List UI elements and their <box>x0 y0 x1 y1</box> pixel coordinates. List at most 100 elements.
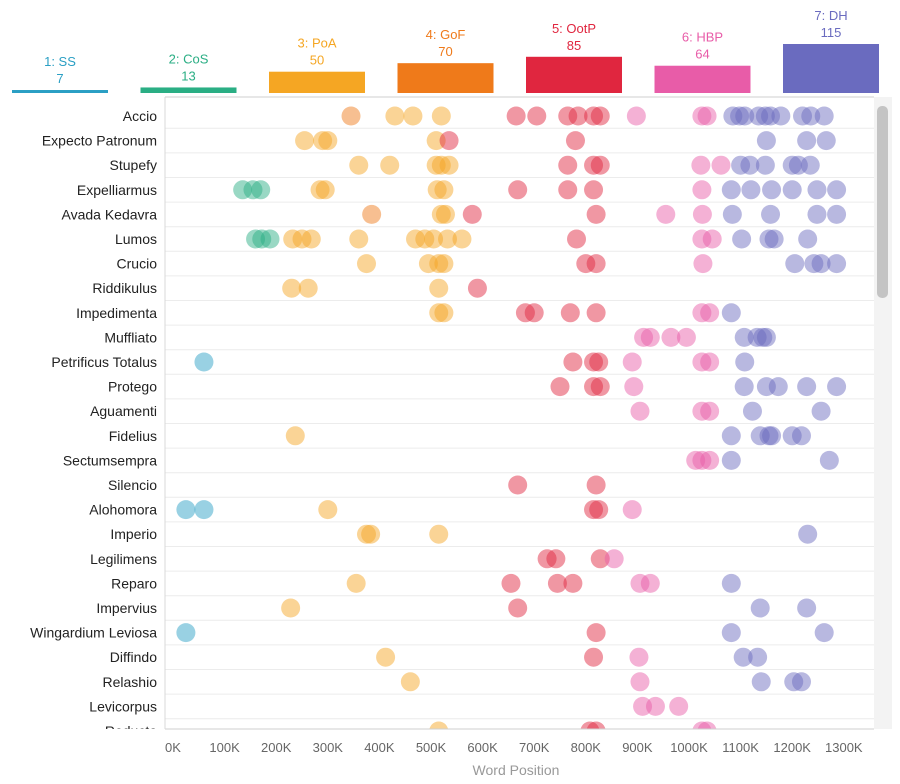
spell-dot[interactable] <box>586 623 606 643</box>
spell-dot[interactable] <box>700 303 720 323</box>
spell-dot[interactable] <box>584 647 604 667</box>
spell-dot[interactable] <box>194 500 214 520</box>
spell-dot[interactable] <box>403 106 423 126</box>
spell-dot[interactable] <box>753 327 773 347</box>
spell-dot[interactable] <box>424 229 444 249</box>
spell-dot[interactable] <box>791 672 811 692</box>
spell-dot[interactable] <box>429 721 449 741</box>
spell-dot[interactable] <box>361 524 381 544</box>
spell-dot[interactable] <box>295 131 315 151</box>
spell-dot[interactable] <box>827 204 847 224</box>
spell-dot[interactable] <box>586 204 606 224</box>
spell-dot[interactable] <box>793 106 813 126</box>
spell-dot[interactable] <box>692 229 712 249</box>
spell-dot[interactable] <box>568 106 588 126</box>
spell-dot[interactable] <box>785 254 805 274</box>
spell-dot[interactable] <box>560 303 580 323</box>
spell-dot[interactable] <box>282 278 302 298</box>
spell-dot[interactable] <box>260 229 280 249</box>
spell-dot[interactable] <box>756 327 776 347</box>
spell-dot[interactable] <box>508 475 528 495</box>
spell-dot[interactable] <box>814 106 834 126</box>
spell-dot[interactable] <box>692 303 712 323</box>
spell-dot[interactable] <box>686 450 706 470</box>
spell-dot[interactable] <box>797 131 817 151</box>
spell-dot[interactable] <box>292 229 312 249</box>
spell-dot[interactable] <box>751 672 771 692</box>
spell-dot[interactable] <box>584 155 604 175</box>
spell-dot[interactable] <box>590 549 610 569</box>
spell-dot[interactable] <box>768 377 788 397</box>
spell-dot[interactable] <box>700 450 720 470</box>
spell-dot[interactable] <box>697 721 717 741</box>
spell-dot[interactable] <box>797 598 817 618</box>
spell-dot[interactable] <box>676 327 696 347</box>
spell-dot[interactable] <box>418 254 438 274</box>
spell-dot[interactable] <box>748 647 768 667</box>
spell-dot[interactable] <box>584 500 604 520</box>
spell-dot[interactable] <box>589 500 609 520</box>
spell-dot[interactable] <box>761 204 781 224</box>
spell-dot[interactable] <box>426 155 446 175</box>
spell-dot[interactable] <box>782 426 802 446</box>
spell-dot[interactable] <box>755 106 775 126</box>
spell-dot[interactable] <box>506 106 526 126</box>
spell-dot[interactable] <box>586 303 606 323</box>
spell-dot[interactable] <box>750 426 770 446</box>
spell-dot[interactable] <box>558 180 578 200</box>
spell-dot[interactable] <box>762 426 782 446</box>
spell-dot[interactable] <box>816 131 836 151</box>
spell-dot[interactable] <box>801 106 821 126</box>
spell-dot[interactable] <box>798 229 818 249</box>
spell-dot[interactable] <box>435 204 455 224</box>
spell-dot[interactable] <box>771 106 791 126</box>
spell-dot[interactable] <box>233 180 253 200</box>
spell-dot[interactable] <box>629 647 649 667</box>
spell-dot[interactable] <box>721 450 741 470</box>
spell-dot[interactable] <box>811 254 831 274</box>
spell-dot[interactable] <box>586 475 606 495</box>
spell-dot[interactable] <box>563 352 583 372</box>
spell-dot[interactable] <box>741 180 761 200</box>
spell-dot[interactable] <box>429 278 449 298</box>
spell-dot[interactable] <box>702 229 722 249</box>
spell-dot[interactable] <box>700 352 720 372</box>
spell-dot[interactable] <box>626 106 646 126</box>
spell-dot[interactable] <box>814 623 834 643</box>
spell-dot[interactable] <box>759 426 779 446</box>
spell-dot[interactable] <box>252 229 272 249</box>
spell-dot[interactable] <box>656 204 676 224</box>
spell-dot[interactable] <box>590 155 610 175</box>
spell-dot[interactable] <box>467 278 487 298</box>
spell-dot[interactable] <box>429 303 449 323</box>
spell-dot[interactable] <box>590 106 610 126</box>
spell-dot[interactable] <box>434 303 454 323</box>
spell-dot[interactable] <box>762 180 782 200</box>
spell-dot[interactable] <box>740 155 760 175</box>
spell-dot[interactable] <box>711 155 731 175</box>
spell-dot[interactable] <box>313 131 333 151</box>
spell-dot[interactable] <box>415 229 435 249</box>
spell-dot[interactable] <box>431 106 451 126</box>
scrollbar[interactable] <box>874 97 892 729</box>
spell-dot[interactable] <box>645 696 665 716</box>
spell-dot[interactable] <box>721 573 741 593</box>
spell-dot[interactable] <box>640 327 660 347</box>
spell-dot[interactable] <box>692 401 712 421</box>
spell-dot[interactable] <box>349 155 369 175</box>
spell-dot[interactable] <box>807 180 827 200</box>
book-bar-4[interactable] <box>397 63 494 93</box>
spell-dot[interactable] <box>462 204 482 224</box>
book-bar-5[interactable] <box>526 56 622 93</box>
spell-dot[interactable] <box>756 131 776 151</box>
spell-dot[interactable] <box>784 672 804 692</box>
spell-dot[interactable] <box>434 180 454 200</box>
spell-dot[interactable] <box>406 229 426 249</box>
spell-dot[interactable] <box>385 106 405 126</box>
spell-dot[interactable] <box>563 573 583 593</box>
spell-dot[interactable] <box>251 180 271 200</box>
spell-dot[interactable] <box>721 180 741 200</box>
spell-dot[interactable] <box>546 549 566 569</box>
spell-dot[interactable] <box>730 106 750 126</box>
spell-dot[interactable] <box>731 155 751 175</box>
